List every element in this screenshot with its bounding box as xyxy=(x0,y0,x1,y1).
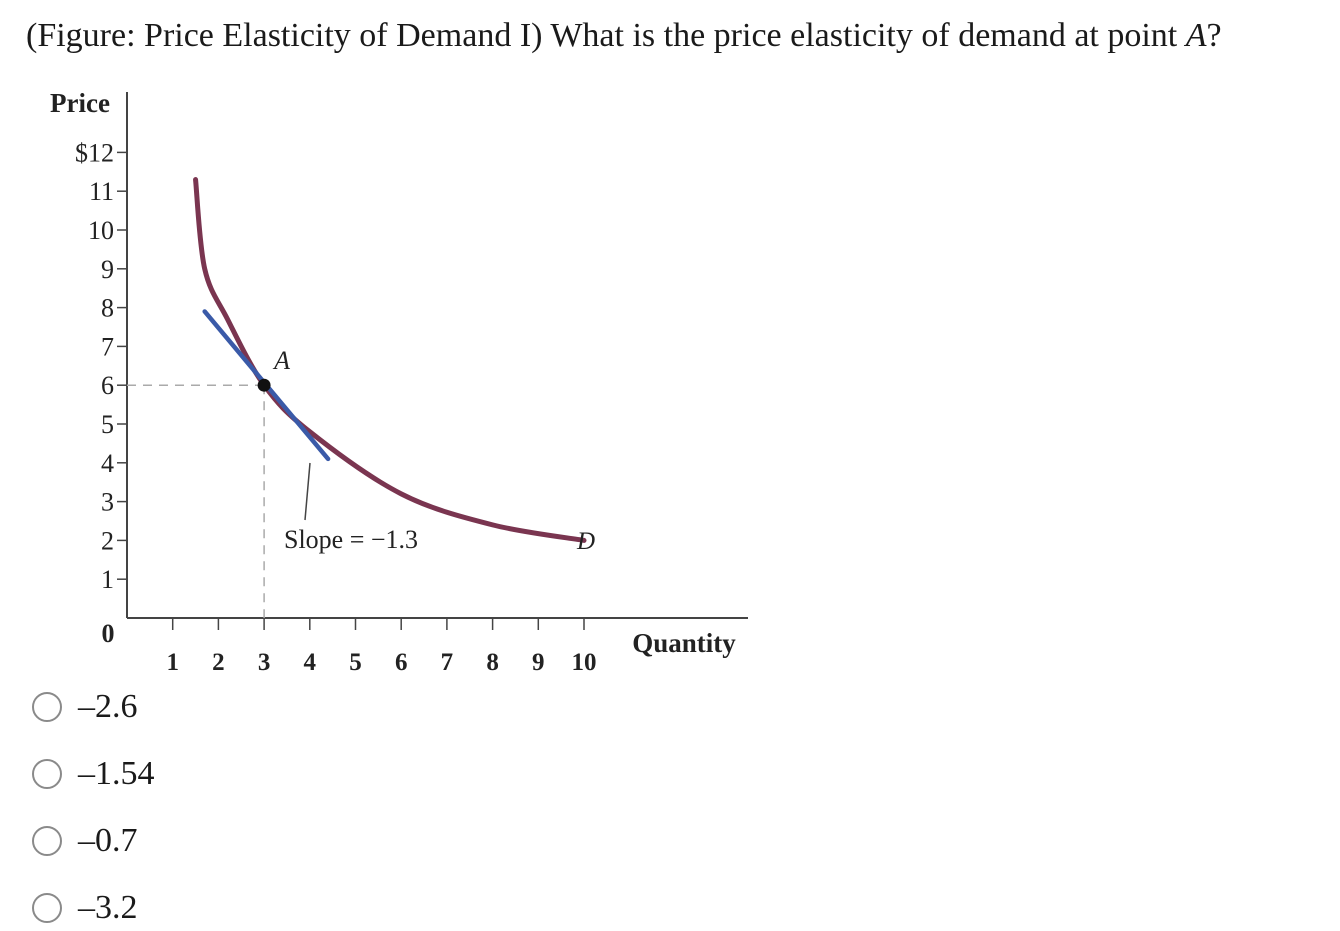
y-tick-label: 11 xyxy=(89,177,114,206)
answer-option[interactable]: –1.54 xyxy=(32,751,155,797)
y-axis-title: Price xyxy=(50,88,110,118)
demand-curve-label: D xyxy=(576,528,595,555)
slope-leader-line xyxy=(304,462,311,521)
x-tick-label: 8 xyxy=(486,649,499,676)
demand-curve xyxy=(193,177,587,543)
y-tick-label: 7 xyxy=(101,332,114,361)
x-tick-label: 3 xyxy=(258,649,271,676)
y-tick-label: 9 xyxy=(101,255,114,284)
point-a-label: A xyxy=(272,346,290,375)
x-tick-label: 2 xyxy=(212,649,225,676)
y-tick-label: $12 xyxy=(75,138,114,167)
elasticity-figure: $12 11 10 9 8 7 6 5 4 3 2 1 0 1 2 3 4 5 6 7 8 9 10 Price Quantit… xyxy=(0,0,800,690)
x-tick-label: 9 xyxy=(532,649,545,676)
y-tick-label: 5 xyxy=(101,410,114,439)
x-tick-label: 4 xyxy=(304,649,317,676)
y-tick-label: 4 xyxy=(101,449,114,478)
answer-option[interactable]: –2.6 xyxy=(32,684,138,730)
y-tick-label: 1 xyxy=(101,565,114,594)
answer-option-label: –0.7 xyxy=(78,822,138,859)
x-tick-label: 5 xyxy=(349,649,362,676)
x-tick-label: 10 xyxy=(572,649,597,676)
answer-option[interactable]: –3.2 xyxy=(32,885,138,931)
x-tick-label: 7 xyxy=(441,649,454,676)
radio-button[interactable] xyxy=(32,893,62,923)
y-tick-label: 8 xyxy=(101,294,114,323)
answer-option[interactable]: –0.7 xyxy=(32,818,138,864)
answer-option-label: –3.2 xyxy=(78,889,138,926)
question-prefix: (Figure: Price Elasticity of Demand I) W… xyxy=(26,17,1186,54)
answer-option-label: –1.54 xyxy=(78,755,155,792)
x-axis-title: Quantity xyxy=(632,628,736,658)
y-tick-label: 6 xyxy=(101,371,114,400)
question-suffix: ? xyxy=(1206,17,1222,54)
radio-button[interactable] xyxy=(32,759,62,789)
origin-label: 0 xyxy=(102,619,115,648)
radio-button[interactable] xyxy=(32,692,62,722)
x-tick-label: 6 xyxy=(395,649,408,676)
y-tick-label: 3 xyxy=(101,488,114,517)
answer-option-label: –2.6 xyxy=(78,688,138,725)
y-tick-label: 2 xyxy=(101,526,114,555)
point-a-marker xyxy=(257,378,271,392)
question-point-label: A xyxy=(1185,17,1207,54)
question-text: (Figure: Price Elasticity of Demand I) W… xyxy=(26,14,1222,58)
slope-label: Slope = −1.3 xyxy=(284,525,418,554)
y-tick-label: 10 xyxy=(88,216,114,245)
radio-button[interactable] xyxy=(32,826,62,856)
x-tick-label: 1 xyxy=(166,649,179,676)
